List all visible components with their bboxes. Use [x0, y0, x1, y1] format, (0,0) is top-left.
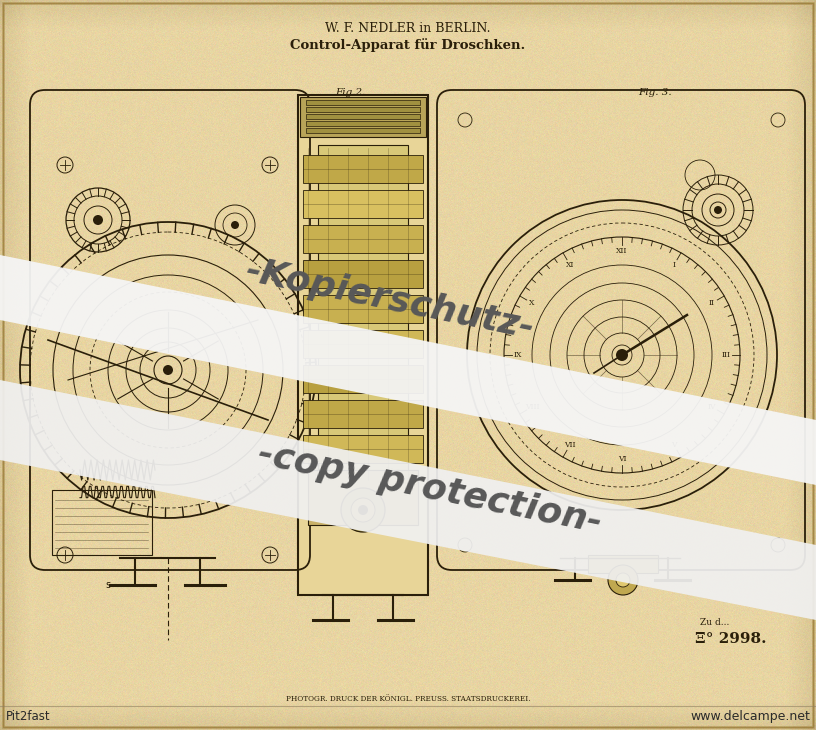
Text: IV: IV [707, 403, 716, 411]
Text: III: III [721, 351, 730, 359]
Text: VI: VI [618, 455, 626, 463]
Bar [308, 470, 418, 525]
Bar [306, 107, 420, 112]
Text: -copy protection-: -copy protection- [255, 437, 605, 539]
Text: Pit2fast: Pit2fast [6, 710, 51, 723]
Text: I: I [672, 261, 676, 269]
Bar [303, 435, 423, 463]
Bar [303, 260, 423, 288]
Circle shape [231, 221, 239, 229]
Bar [303, 190, 423, 218]
Bar [318, 145, 408, 485]
Polygon shape [0, 380, 816, 620]
Text: PHOTOGR. DRUCK DER KÖNIGL. PREUSS. STAATSDRUCKEREI.: PHOTOGR. DRUCK DER KÖNIGL. PREUSS. STAAT… [286, 695, 530, 703]
Text: s: s [105, 580, 110, 590]
Polygon shape [0, 255, 816, 485]
Circle shape [163, 365, 173, 375]
Text: XII: XII [616, 247, 628, 255]
Text: V: V [672, 441, 676, 449]
Text: VIII: VIII [525, 403, 539, 411]
Bar [303, 295, 423, 323]
Bar [306, 121, 420, 126]
Text: VII: VII [564, 441, 576, 449]
Text: Fig.2.: Fig.2. [335, 88, 366, 97]
Bar [306, 114, 420, 119]
Bar [306, 100, 420, 105]
Circle shape [616, 573, 630, 587]
Circle shape [93, 215, 103, 225]
Text: IX: IX [514, 351, 522, 359]
Text: XI: XI [565, 261, 574, 269]
Bar [306, 128, 420, 133]
Bar [52, 490, 152, 555]
Text: -Kopierschutz-: -Kopierschutz- [242, 254, 538, 346]
Text: W. F. NEDLER in BERLIN.: W. F. NEDLER in BERLIN. [326, 22, 490, 35]
Circle shape [358, 505, 368, 515]
Bar [303, 365, 423, 393]
Bar [303, 225, 423, 253]
Bar [303, 400, 423, 428]
Text: Zu d...: Zu d... [700, 618, 730, 627]
Bar [303, 155, 423, 183]
Text: www.delcampe.net: www.delcampe.net [690, 710, 810, 723]
Circle shape [341, 488, 385, 532]
Text: Ξ° 2998.: Ξ° 2998. [695, 632, 766, 646]
Text: X: X [530, 299, 534, 307]
Circle shape [714, 206, 722, 214]
Text: II: II [709, 299, 715, 307]
Bar [588, 555, 658, 573]
Circle shape [351, 498, 375, 522]
Text: Fig. 3.: Fig. 3. [638, 88, 672, 97]
Bar [300, 97, 426, 137]
Circle shape [608, 565, 638, 595]
Text: Control-Apparat für Droschken.: Control-Apparat für Droschken. [290, 38, 526, 52]
Bar [298, 95, 428, 595]
Circle shape [616, 349, 628, 361]
Bar [303, 330, 423, 358]
